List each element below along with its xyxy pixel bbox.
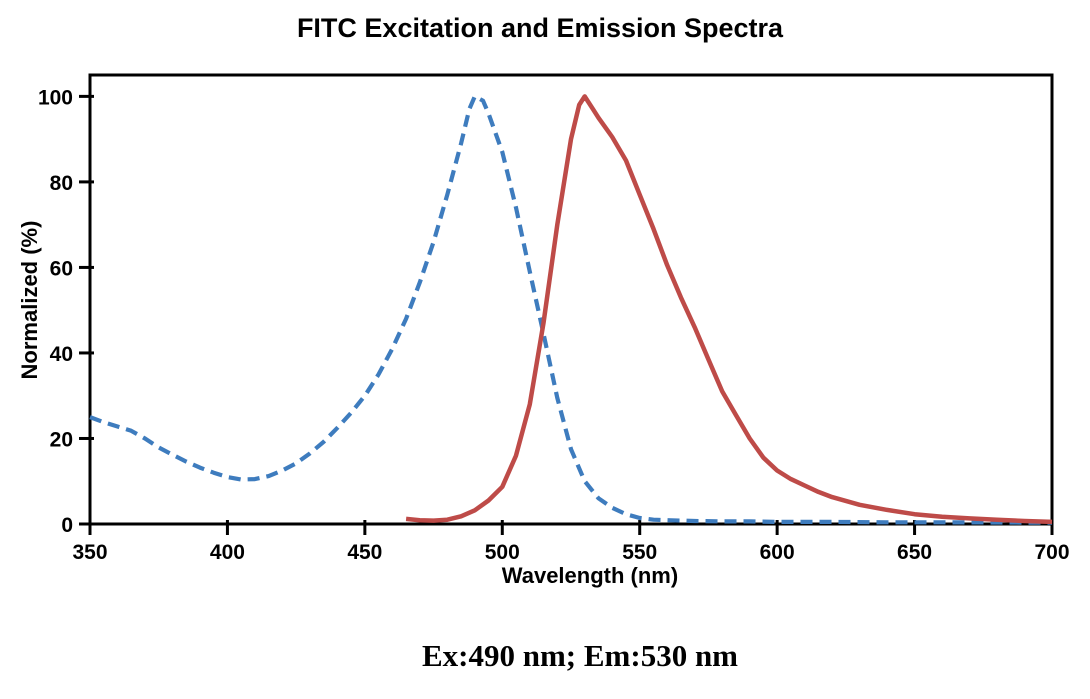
x-tick-label: 550 (622, 541, 657, 564)
y-tick-label: 0 (61, 514, 73, 537)
x-tick-label: 700 (1034, 541, 1069, 564)
x-tick-label: 650 (897, 541, 932, 564)
x-tick-label: 450 (347, 541, 382, 564)
x-tick-label: 600 (760, 541, 795, 564)
chart-title: FITC Excitation and Emission Spectra (296, 13, 784, 43)
x-tick-label: 400 (210, 541, 245, 564)
caption: Ex:490 nm; Em:530 nm (421, 638, 739, 673)
y-tick-label: 80 (50, 172, 73, 195)
x-tick-label: 500 (485, 541, 520, 564)
emission-curve (405, 94, 1053, 525)
x-axis-label: Wavelength (nm) (501, 563, 679, 588)
x-tick-label: 350 (72, 541, 107, 564)
y-tick-label: 60 (50, 257, 73, 280)
excitation-curve (89, 94, 1053, 525)
y-tick-label: 40 (50, 343, 73, 366)
plot-border (88, 73, 1054, 526)
y-tick-label: 20 (50, 428, 73, 451)
y-tick-label: 100 (38, 86, 73, 109)
